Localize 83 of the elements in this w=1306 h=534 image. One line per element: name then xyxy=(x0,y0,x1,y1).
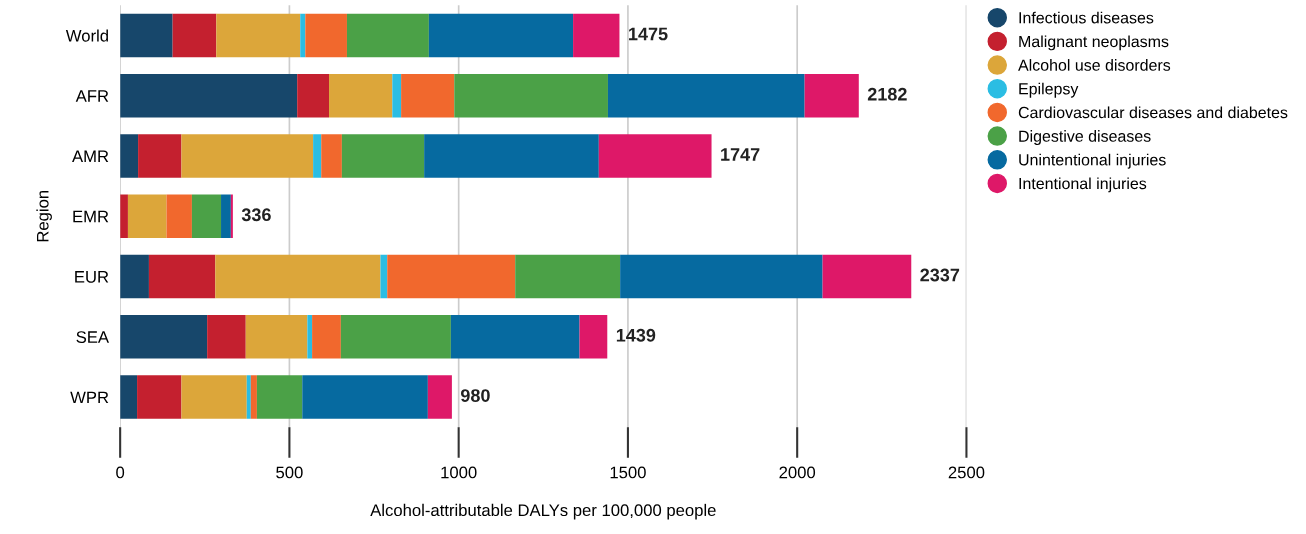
total-label: 1439 xyxy=(616,328,656,342)
x-tick-label: 0 xyxy=(116,466,125,479)
bar xyxy=(120,13,173,58)
y-tick-label: EUR xyxy=(75,271,109,283)
x-tick-label: 500 xyxy=(276,466,303,479)
bar xyxy=(340,315,451,359)
legend-label: Infectious diseases xyxy=(1019,11,1154,24)
bar xyxy=(579,315,608,359)
legend-label: Digestive diseases xyxy=(1019,130,1151,145)
bar xyxy=(137,375,182,419)
bar xyxy=(148,254,216,299)
bar xyxy=(321,134,342,178)
bar xyxy=(166,194,192,238)
bar xyxy=(138,134,182,178)
bar xyxy=(392,74,402,118)
bar xyxy=(207,315,246,359)
bar xyxy=(120,375,138,419)
x-tick-label: 2500 xyxy=(948,466,985,479)
bar xyxy=(127,194,167,238)
bar xyxy=(804,74,859,118)
legend-label: Unintentional injuries xyxy=(1019,153,1166,169)
bar xyxy=(822,254,912,299)
bar xyxy=(428,13,574,58)
total-label: 2337 xyxy=(920,268,960,282)
bar xyxy=(246,375,251,419)
bar xyxy=(120,254,149,299)
bar xyxy=(191,194,222,238)
legend-label: Epilepsy xyxy=(1019,82,1079,98)
bar xyxy=(607,74,805,118)
bar xyxy=(120,134,139,178)
legend-label: Cardiovascular diseases and diabetes xyxy=(1018,106,1288,119)
y-tick-label: WPR xyxy=(70,391,109,404)
bar xyxy=(215,254,381,299)
bar xyxy=(573,13,620,58)
total-label: 980 xyxy=(460,389,490,402)
legend-label: Alcohol use disorders xyxy=(1018,59,1171,71)
x-tick-label: 1500 xyxy=(610,466,646,479)
bar xyxy=(424,134,599,178)
bar xyxy=(245,315,308,359)
bar xyxy=(230,194,233,238)
bar xyxy=(221,194,231,238)
bar xyxy=(450,315,580,359)
y-tick-label: World xyxy=(65,29,108,42)
bar xyxy=(300,13,306,58)
bar xyxy=(598,134,712,178)
bar xyxy=(313,134,322,178)
total-label: 2182 xyxy=(867,87,907,101)
x-axis-title: Alcohol-attributable DALYs per 100,000 people xyxy=(370,503,716,520)
bar xyxy=(401,74,455,118)
y-tick-label: AFR xyxy=(75,90,109,102)
total-label: 336 xyxy=(241,208,271,222)
legend-label: Malignant neoplasms xyxy=(1019,35,1169,51)
bar xyxy=(256,375,303,419)
bar xyxy=(387,254,516,299)
bar xyxy=(181,134,314,178)
bar xyxy=(515,254,621,299)
bar xyxy=(120,74,298,118)
bar xyxy=(297,74,330,118)
bar xyxy=(307,315,313,359)
y-tick-label: AMR xyxy=(72,150,109,163)
bar xyxy=(329,74,393,118)
bar xyxy=(120,315,208,359)
x-tick-label: 1000 xyxy=(441,466,477,479)
x-tick-label: 2000 xyxy=(779,466,816,479)
bar xyxy=(216,13,301,58)
bar xyxy=(302,375,428,419)
total-label: 1475 xyxy=(629,27,668,41)
legend-label: Intentional injuries xyxy=(1019,177,1147,193)
bar xyxy=(305,13,347,58)
y-tick-label: EMR xyxy=(73,210,109,223)
bar xyxy=(172,13,217,58)
bar xyxy=(454,74,608,118)
bar xyxy=(620,254,823,299)
bar xyxy=(341,134,425,178)
bar xyxy=(346,13,429,58)
bar xyxy=(380,254,388,299)
bar xyxy=(181,375,247,419)
y-axis-title: Region xyxy=(36,190,52,242)
bar xyxy=(427,375,452,419)
bar xyxy=(250,375,257,419)
bar xyxy=(312,315,341,359)
total-label: 1747 xyxy=(721,148,760,161)
y-tick-label: SEA xyxy=(76,331,110,343)
